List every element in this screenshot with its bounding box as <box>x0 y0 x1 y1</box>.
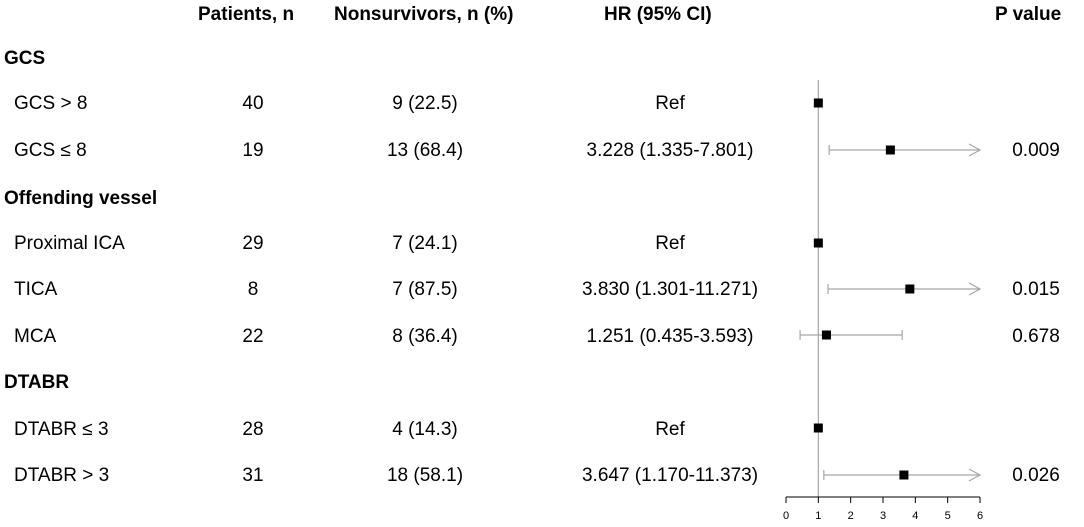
row-label: DTABR > 3 <box>14 465 110 486</box>
row-patients: 28 <box>242 419 264 440</box>
row-patients: 29 <box>242 233 264 254</box>
row-nonsurvivors: 9 (22.5) <box>392 93 458 114</box>
x-tick-label: 5 <box>945 510 951 522</box>
row-pvalue: 0.015 <box>1012 279 1060 300</box>
row-hr-text: Ref <box>655 419 685 440</box>
x-tick-label: 2 <box>848 510 854 522</box>
row-nonsurvivors: 7 (87.5) <box>392 279 458 300</box>
row-label: GCS ≤ 8 <box>14 140 87 161</box>
row-label: TICA <box>14 279 58 300</box>
row-patients: 19 <box>242 140 264 161</box>
row-hr-text: Ref <box>655 233 685 254</box>
ci-arrow <box>968 468 982 482</box>
row-label: GCS > 8 <box>14 93 88 114</box>
hr-marker <box>813 98 823 108</box>
row-pvalue: 0.026 <box>1012 465 1060 486</box>
row-nonsurvivors: 18 (58.1) <box>386 465 464 486</box>
row-hr-text: 1.251 (0.435-3.593) <box>586 326 754 347</box>
row-nonsurvivors: 13 (68.4) <box>386 140 464 161</box>
hr-marker <box>899 470 909 480</box>
hr-marker <box>885 145 895 155</box>
row-hr-text: 3.647 (1.170-11.373) <box>581 465 759 486</box>
x-tick-label: 0 <box>783 510 789 522</box>
ci-arrow <box>968 282 982 296</box>
row-patients: 31 <box>242 465 264 486</box>
row-nonsurvivors: 8 (36.4) <box>392 326 458 347</box>
hr-marker <box>813 238 823 248</box>
ci-arrow <box>968 143 982 157</box>
row-patients: 8 <box>247 279 259 300</box>
x-tick-label: 4 <box>912 510 918 522</box>
row-pvalue: 0.678 <box>1012 326 1060 347</box>
header-nonsurvivors: Nonsurvivors, n (%) <box>334 4 514 25</box>
hr-marker <box>905 284 915 294</box>
row-hr-text: 3.830 (1.301-11.271) <box>581 279 759 300</box>
row-pvalue: 0.009 <box>1012 140 1060 161</box>
row-nonsurvivors: 4 (14.3) <box>392 419 458 440</box>
row-hr-text: Ref <box>655 93 685 114</box>
row-label: MCA <box>14 326 57 347</box>
header-patients: Patients, n <box>198 4 295 25</box>
row-patients: 22 <box>242 326 264 347</box>
row-label: DTABR ≤ 3 <box>14 419 109 440</box>
header-pvalue: P value <box>995 4 1062 25</box>
header-hr: HR (95% CI) <box>604 4 712 25</box>
x-tick-label: 1 <box>815 510 821 522</box>
group-title-offending-vessel: Offending vessel <box>4 188 158 209</box>
row-label: Proximal ICA <box>14 233 125 254</box>
x-tick-label: 3 <box>880 510 886 522</box>
group-title-gcs: GCS <box>4 48 46 69</box>
row-patients: 40 <box>242 93 264 114</box>
group-title-dtabr: DTABR <box>4 372 70 393</box>
x-tick-label: 6 <box>977 510 983 522</box>
row-hr-text: 3.228 (1.335-7.801) <box>586 140 754 161</box>
hr-marker <box>813 423 823 433</box>
hr-marker <box>821 330 831 340</box>
row-nonsurvivors: 7 (24.1) <box>392 233 458 254</box>
